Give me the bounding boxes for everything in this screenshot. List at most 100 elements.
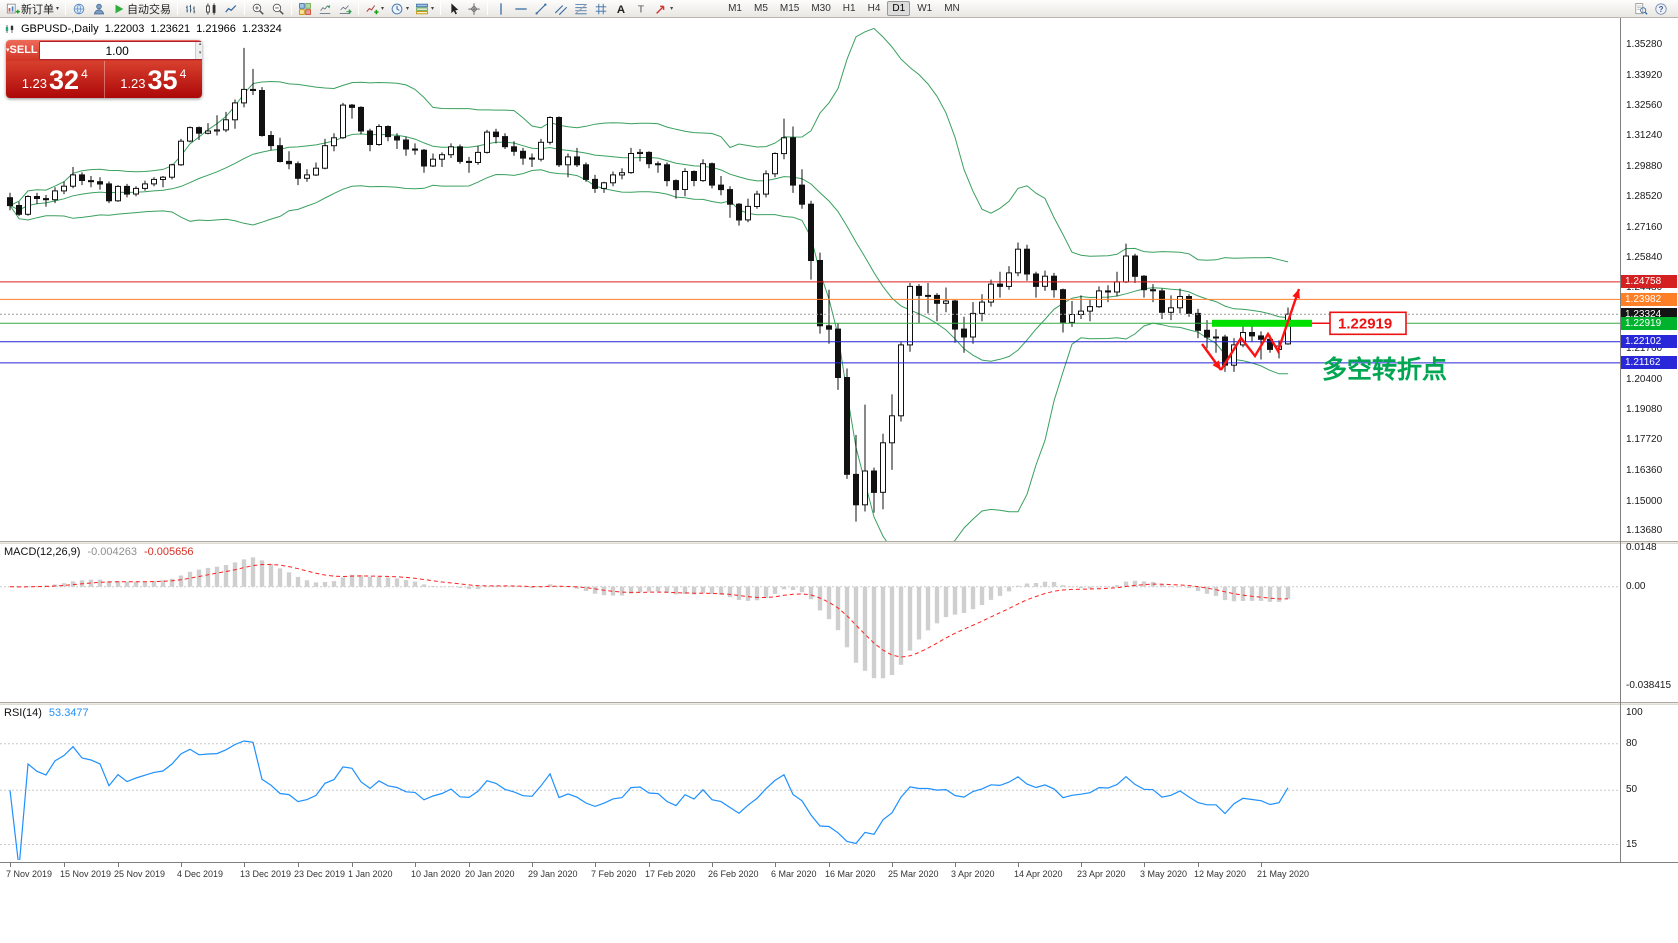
time-axis-label: 15 Nov 2019 (60, 869, 112, 879)
timeframe-m15-button[interactable]: M15 (775, 1, 804, 16)
chart-window[interactable]: 1.22919 多空转折点 7 Nov 2019 15 Nov 2019 25 Nov… (0, 18, 1678, 882)
dropdown-caret-icon: ▾ (431, 6, 435, 12)
time-axis-tickmark (775, 863, 776, 867)
volume-input[interactable] (39, 42, 195, 59)
symbol-search-button[interactable] (1631, 0, 1651, 17)
toolbar-separator (244, 2, 246, 15)
time-axis-label: 23 Dec 2019 (294, 869, 346, 879)
time-axis-label: 12 May 2020 (1194, 869, 1247, 879)
indicators-icon (365, 2, 379, 16)
time-axis-label: 3 May 2020 (1140, 869, 1188, 879)
new-order-button[interactable]: 新订单 ▾ (3, 0, 62, 17)
indicators-button[interactable]: ▾ (362, 0, 387, 17)
fibonacci-icon (574, 2, 588, 16)
bar-chart-button[interactable] (181, 0, 201, 17)
timeframe-mn-button[interactable]: MN (939, 1, 965, 16)
templates-icon (415, 2, 429, 16)
charts-community-button[interactable] (69, 0, 89, 17)
sell-price-big: 32 (49, 64, 80, 95)
toolbar-separator (487, 2, 489, 15)
dropdown-caret-icon: ▾ (381, 6, 385, 12)
ohlc-open: 1.22003 (104, 23, 145, 35)
macd-signal-line (9, 563, 1288, 658)
sell-price-prefix: 1.23 (21, 75, 48, 91)
channel-button[interactable] (551, 0, 571, 17)
time-axis-tickmark (298, 863, 299, 867)
trade-panel-collapse-caret-icon[interactable]: ▾ (6, 47, 10, 54)
text-icon (614, 2, 628, 16)
price-tag-1.22102: 1.22102 (1621, 335, 1677, 349)
time-axis-label: 25 Nov 2019 (114, 869, 166, 879)
auto-scroll-button[interactable] (335, 0, 355, 17)
price-axis-tick: 1.31240 (1626, 130, 1663, 141)
shapes-grid-button[interactable] (591, 0, 611, 17)
time-axis-tickmark (712, 863, 713, 867)
time-axis-tickmark (64, 863, 65, 867)
cursor-button[interactable] (444, 0, 464, 17)
timeframe-h1-button[interactable]: H1 (838, 1, 861, 16)
new-order-icon (6, 2, 20, 16)
time-axis-label: 1 Jan 2020 (348, 869, 393, 879)
rsi-panel-canvas[interactable] (0, 705, 1620, 860)
timeframe-m1-button[interactable]: M1 (723, 1, 747, 16)
macd-axis-tick: -0.038415 (1626, 680, 1672, 692)
line-chart-button[interactable] (221, 0, 241, 17)
timeframe-m30-button[interactable]: M30 (806, 1, 835, 16)
rsi-header: RSI(14) 53.3477 (4, 707, 89, 719)
macd-panel-canvas[interactable] (0, 544, 1620, 702)
autotrading-button[interactable]: 自动交易 (109, 0, 174, 17)
support-band (1212, 319, 1312, 327)
time-axis[interactable]: 7 Nov 2019 15 Nov 2019 25 Nov 2019 4 Dec 20… (0, 862, 1678, 882)
chart-shift-button[interactable] (315, 0, 335, 17)
volume-up-button[interactable]: ▴ (195, 42, 202, 51)
symbol-search-icon (1634, 2, 1648, 16)
rsi-axis-tick: 80 (1626, 737, 1638, 749)
arrows-button[interactable]: ▾ (651, 0, 676, 17)
user-profile-button[interactable] (89, 0, 109, 17)
fibonacci-button[interactable] (571, 0, 591, 17)
sell-button[interactable]: SELL (9, 44, 38, 56)
dropdown-caret-icon: ▾ (406, 6, 410, 12)
time-axis-label: 7 Nov 2019 (6, 869, 53, 879)
candles-layer (7, 47, 1291, 522)
candle-chart-button[interactable] (201, 0, 221, 17)
rsi-splitter[interactable] (0, 702, 1678, 705)
dropdown-caret-icon: ▾ (670, 6, 674, 12)
trendline-button[interactable] (531, 0, 551, 17)
buy-price[interactable]: 1.23 35 4 (103, 61, 203, 98)
time-axis-tickmark (595, 863, 596, 867)
tile-windows-button[interactable] (295, 0, 315, 17)
timeframe-m5-button[interactable]: M5 (749, 1, 773, 16)
horizontal-line-button[interactable] (511, 0, 531, 17)
crosshair-button[interactable] (464, 0, 484, 17)
text-label-button[interactable] (631, 0, 651, 17)
price-chart-canvas[interactable]: 1.22919 多空转折点 (0, 18, 1620, 541)
volume-down-button[interactable]: ▾ (195, 50, 202, 59)
timeframe-d1-button[interactable]: D1 (887, 1, 911, 16)
time-axis-label: 13 Dec 2019 (240, 869, 292, 879)
rsi-value: 53.3477 (48, 707, 89, 719)
zoom-in-button[interactable] (248, 0, 268, 17)
macd-axis-tick: 0.0148 (1626, 542, 1657, 554)
macd-splitter[interactable] (0, 541, 1678, 544)
rsi-line (9, 740, 1289, 860)
time-axis-label: 26 Feb 2020 (708, 869, 759, 879)
periods-icon (390, 2, 404, 16)
macd-axis-tick: 0.00 (1626, 580, 1646, 592)
volume-box: ▴ ▾ (38, 41, 202, 60)
help-button[interactable] (1651, 0, 1671, 17)
timeframe-w1-button[interactable]: W1 (912, 1, 937, 16)
templates-button[interactable]: ▾ (412, 0, 437, 17)
rsi-levels (0, 743, 1620, 845)
line-chart-icon (224, 2, 238, 16)
arrows-icon (654, 2, 668, 16)
zoom-out-button[interactable] (268, 0, 288, 17)
vertical-line-button[interactable] (491, 0, 511, 17)
rsi-label: RSI(14) (4, 707, 42, 719)
periods-button[interactable]: ▾ (387, 0, 412, 17)
sell-price[interactable]: 1.23 32 4 (6, 61, 104, 98)
timeframe-h4-button[interactable]: H4 (863, 1, 886, 16)
horizontal-line-icon (514, 2, 528, 16)
time-axis-tickmark (829, 863, 830, 867)
text-button[interactable] (611, 0, 631, 17)
